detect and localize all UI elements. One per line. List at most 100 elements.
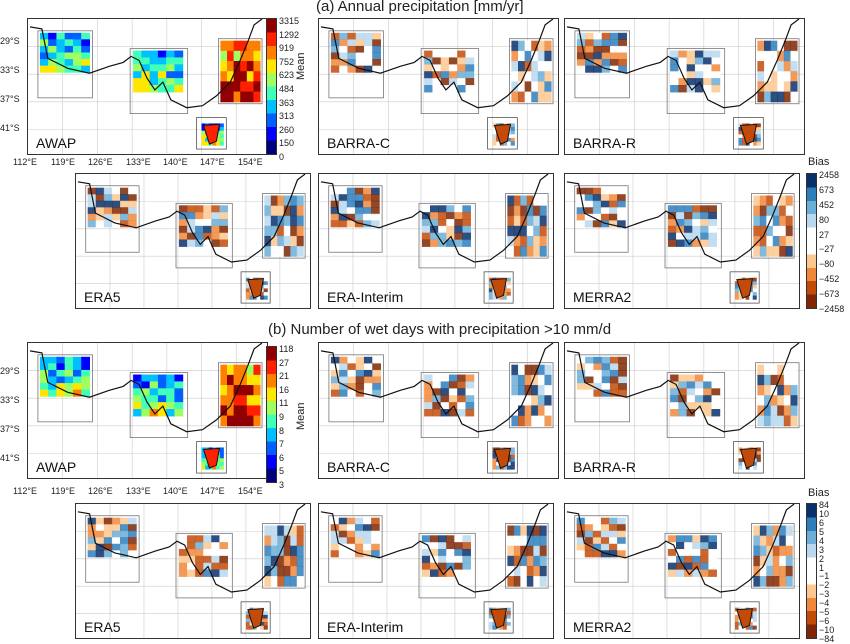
map-cell	[703, 402, 712, 410]
map-cell	[363, 187, 372, 195]
colorbar-tick: 2458	[819, 170, 840, 180]
map-cell	[678, 78, 688, 86]
map-cell	[753, 235, 761, 247]
tasmania	[490, 278, 507, 299]
map-cell	[347, 383, 357, 391]
map-cell	[757, 374, 765, 386]
map-cell	[764, 405, 772, 417]
tasmania-box	[733, 117, 764, 150]
map-cell	[617, 187, 626, 195]
map-cell	[195, 542, 204, 550]
map-cell	[745, 625, 750, 630]
map-cell	[195, 225, 204, 234]
map-cell	[438, 218, 447, 227]
map-cell	[600, 517, 610, 525]
map-cell	[430, 218, 439, 227]
map-cell	[166, 64, 175, 72]
map-cell	[766, 235, 774, 247]
map-cell	[432, 57, 442, 65]
map-cell	[533, 535, 541, 547]
map-cell	[457, 57, 466, 65]
map-cell	[187, 232, 196, 241]
map-cell	[219, 232, 228, 241]
map-cell	[448, 64, 458, 72]
map-cell	[507, 205, 515, 217]
map-cell	[149, 50, 159, 58]
map-cell	[585, 376, 594, 384]
map-cell	[537, 81, 545, 93]
map-cell	[277, 576, 285, 587]
map-cell	[283, 225, 291, 237]
map-cell	[518, 40, 526, 52]
map-cell	[670, 381, 679, 389]
map-cell	[670, 395, 679, 403]
map-cell	[609, 363, 619, 371]
map-cell	[703, 395, 712, 403]
map-cell	[783, 364, 791, 376]
map-cell	[462, 555, 471, 564]
map-cell	[263, 611, 268, 616]
map-cell	[756, 134, 761, 139]
map-cell	[270, 205, 278, 217]
map-cell	[246, 374, 254, 386]
map-cell	[111, 207, 121, 215]
map-cell	[263, 614, 268, 619]
map-cell	[742, 141, 747, 146]
map-cell	[64, 383, 74, 391]
map-cell	[424, 395, 433, 403]
map-cell	[346, 517, 356, 525]
tasmania-box	[196, 441, 227, 474]
map-cell	[246, 364, 254, 376]
colorbar-tick: 3315	[279, 16, 300, 26]
map-cell	[283, 555, 291, 567]
map-cell	[576, 530, 586, 538]
map-cell	[753, 137, 758, 143]
colorbar-tick: 5	[279, 466, 285, 477]
map-cell	[330, 550, 340, 558]
map-cell	[219, 137, 224, 143]
map-cell	[488, 625, 493, 630]
tasmania-box	[196, 117, 227, 150]
map-cell	[233, 395, 241, 406]
map-cell	[133, 402, 142, 410]
map-cell	[290, 215, 298, 227]
domain-box	[328, 185, 383, 253]
map-cell	[507, 555, 515, 567]
map-cell	[264, 195, 272, 207]
map-cell	[756, 137, 761, 143]
map-cell	[346, 530, 356, 538]
map-cell	[759, 545, 767, 557]
map-cell	[296, 246, 304, 257]
map-cell	[330, 530, 340, 538]
map-cell	[330, 383, 340, 391]
map-cell	[133, 374, 142, 382]
map-cell	[290, 205, 298, 217]
map-cell	[785, 555, 793, 567]
domain-box	[574, 354, 630, 423]
map-cell	[700, 562, 709, 571]
map-cell	[249, 292, 254, 297]
map-cell	[263, 622, 268, 627]
map-cell	[584, 524, 594, 532]
domain-box	[85, 515, 140, 583]
map-cell	[219, 465, 224, 470]
map-cell	[330, 207, 340, 215]
a-ytick: 41°S	[0, 123, 20, 133]
map-cell	[753, 195, 761, 207]
map-cell	[166, 409, 175, 417]
map-cell	[777, 50, 785, 62]
map-cell	[511, 415, 519, 427]
map-cell	[330, 220, 340, 228]
map-cell	[103, 213, 113, 221]
map-cell	[330, 389, 340, 397]
map-cell	[347, 363, 357, 371]
map-cell	[72, 383, 82, 391]
coastline	[566, 19, 800, 109]
map-cell	[72, 389, 82, 397]
map-cell	[363, 52, 373, 60]
map-cell	[759, 565, 767, 577]
b-xtick: 119°E	[51, 486, 75, 496]
map-cell	[454, 535, 463, 543]
map-cell	[201, 127, 206, 132]
map-cell	[253, 50, 261, 62]
